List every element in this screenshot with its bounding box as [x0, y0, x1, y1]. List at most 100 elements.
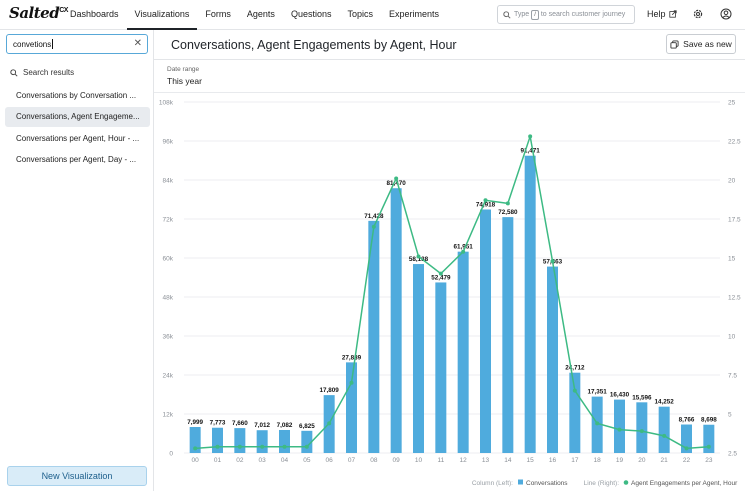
bar-value-label: 91,471 — [521, 148, 541, 155]
bar-value-label: 16,430 — [610, 392, 630, 399]
right-axis-tick: 5 — [728, 412, 732, 419]
result-item[interactable]: Conversations per Agent, Day - ... — [16, 155, 137, 164]
user-avatar-icon[interactable] — [720, 8, 732, 20]
line-point — [461, 249, 466, 254]
x-axis-tick: 06 — [326, 457, 334, 464]
bar-value-label: 7,082 — [277, 422, 293, 429]
visualization-search-input[interactable]: convetions ✕ — [6, 34, 148, 54]
bar — [279, 429, 290, 453]
bar-value-label: 27,889 — [342, 354, 362, 361]
nav-topics[interactable]: Topics — [347, 9, 373, 19]
help-link[interactable]: Help — [647, 9, 677, 19]
result-item[interactable]: Conversations by Conversation ... — [16, 91, 137, 100]
bar-value-label: 71,428 — [364, 213, 384, 220]
right-axis-tick: 25 — [728, 100, 736, 107]
bar-value-label: 58,138 — [409, 256, 429, 263]
line-point — [371, 224, 376, 229]
line-point — [662, 433, 667, 438]
search-results-heading: Search results — [10, 68, 74, 77]
bar — [435, 282, 447, 453]
clear-icon[interactable]: ✕ — [133, 38, 142, 49]
app-logo[interactable]: SaltedCX — [9, 4, 68, 22]
bar-value-label: 72,580 — [498, 209, 518, 216]
gear-icon[interactable] — [692, 8, 704, 20]
nav-agents[interactable]: Agents — [246, 9, 275, 19]
x-axis-tick: 21 — [661, 457, 669, 464]
line-point — [327, 421, 332, 426]
line-point — [706, 444, 711, 449]
bar-value-label: 7,999 — [187, 419, 203, 426]
left-axis-tick: 96k — [163, 139, 174, 146]
nav-experiments[interactable]: Experiments — [388, 9, 440, 19]
x-axis-tick: 11 — [437, 457, 444, 464]
x-axis-tick: 17 — [571, 457, 579, 464]
series-line — [195, 136, 709, 450]
x-axis-tick: 00 — [192, 457, 200, 464]
line-point — [193, 446, 198, 451]
line-point — [639, 429, 644, 434]
right-axis-tick: 22.5 — [728, 139, 741, 146]
new-visualization-button[interactable]: New Visualization — [7, 466, 147, 486]
line-point — [215, 444, 220, 449]
line-point — [572, 388, 577, 393]
bar-value-label: 17,809 — [320, 387, 340, 394]
x-axis-tick: 08 — [370, 457, 378, 464]
bar — [346, 362, 357, 453]
right-axis-tick: 20 — [728, 178, 736, 185]
main-nav: Dashboards Visualizations Forms Agents Q… — [62, 0, 447, 30]
left-axis-tick: 12k — [163, 412, 174, 419]
legend-right-item: Agent Engagements per Agent, Hour — [631, 480, 738, 487]
bar — [524, 155, 536, 454]
bar-value-label: 6,825 — [299, 423, 315, 430]
left-axis-tick: 24k — [163, 373, 174, 380]
bar — [189, 427, 201, 453]
bar-value-label: 15,596 — [632, 394, 652, 401]
bar — [636, 402, 648, 453]
nav-visualizations[interactable]: Visualizations — [126, 0, 198, 30]
result-item-selected[interactable]: Conversations, Agent Engageme... — [5, 107, 150, 127]
x-axis-tick: 03 — [259, 457, 267, 464]
bar-value-label: 61,951 — [454, 244, 474, 251]
global-search-input[interactable]: Type / to search customer journey — [497, 5, 635, 24]
x-axis-tick: 02 — [236, 457, 244, 464]
date-range-value[interactable]: This year — [167, 76, 202, 86]
filter-divider — [154, 92, 745, 93]
search-icon — [10, 68, 18, 77]
right-axis-tick: 2.5 — [728, 451, 737, 458]
right-axis-tick: 15 — [728, 256, 736, 263]
right-axis-tick: 17.5 — [728, 217, 741, 224]
bar-value-label: 8,766 — [679, 417, 695, 424]
x-axis-tick: 15 — [527, 457, 535, 464]
line-point — [416, 254, 421, 259]
line-point — [505, 201, 510, 206]
nav-forms[interactable]: Forms — [205, 9, 231, 19]
x-axis-tick: 12 — [460, 457, 468, 464]
bar — [390, 188, 402, 453]
x-axis-tick: 20 — [638, 457, 646, 464]
header-divider — [154, 59, 745, 60]
nav-questions[interactable]: Questions — [290, 9, 332, 19]
x-axis-tick: 09 — [393, 457, 401, 464]
bar — [457, 251, 469, 453]
line-point — [237, 444, 242, 449]
line-point — [438, 271, 443, 276]
bar — [658, 406, 670, 453]
x-axis-tick: 19 — [616, 457, 624, 464]
main-panel: Conversations, Agent Engagements by Agen… — [154, 30, 745, 491]
bar — [368, 220, 380, 453]
bar-value-label: 52,479 — [431, 274, 451, 281]
left-axis-tick: 60k — [163, 256, 174, 263]
x-axis-tick: 18 — [594, 457, 602, 464]
x-axis-tick: 05 — [303, 457, 311, 464]
page-title: Conversations, Agent Engagements by Agen… — [171, 38, 457, 52]
legend-left-item: Conversations — [526, 480, 568, 487]
left-axis-tick: 108k — [159, 100, 174, 107]
right-axis-tick: 10 — [728, 334, 736, 341]
result-item[interactable]: Conversations per Agent, Hour - ... — [16, 134, 140, 143]
shortcut-key: / — [531, 9, 539, 20]
save-as-new-button[interactable]: Save as new — [666, 34, 736, 54]
combo-chart: 0 12k 24k 36k 48k 60k 72k 84k 96k 108k 2.5 5 7.5 10 12… — [159, 100, 741, 488]
nav-dashboards[interactable]: Dashboards — [70, 9, 119, 19]
x-axis-tick: 22 — [683, 457, 691, 464]
bar — [703, 424, 715, 453]
